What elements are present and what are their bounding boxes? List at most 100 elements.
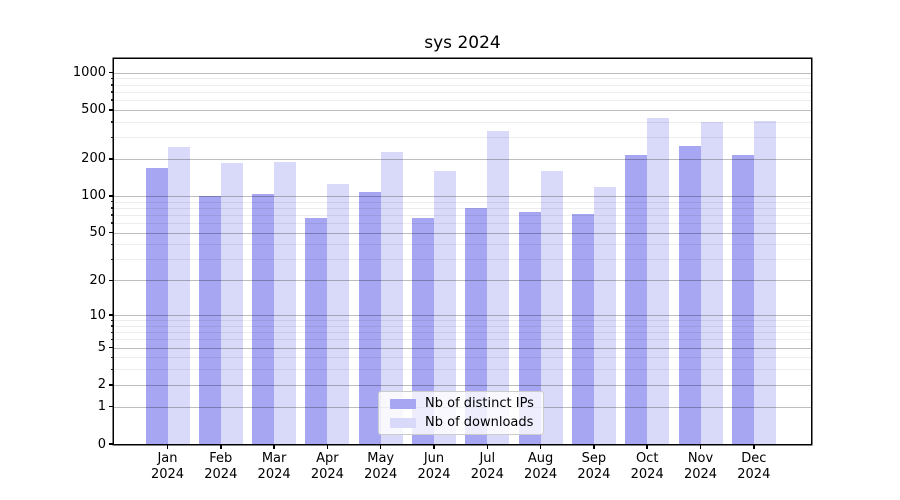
gridline-minor	[114, 201, 811, 203]
gridline-major	[114, 72, 811, 74]
y-tick-mark	[109, 384, 114, 386]
gridline-minor	[114, 244, 811, 246]
bar-ips-may	[358, 191, 381, 444]
y-tick-label: 10	[89, 307, 106, 323]
x-tick-mark	[539, 445, 542, 449]
y-minor-tick-mark	[111, 356, 114, 359]
y-minor-tick-mark	[111, 77, 114, 80]
y-minor-tick-mark	[111, 200, 114, 203]
x-tick-label-oct: Oct 2024	[630, 451, 664, 482]
x-tick-mark	[326, 445, 329, 449]
bar-downloads-jan	[167, 146, 190, 444]
x-tick-mark	[166, 445, 169, 449]
bar-ips-jul	[465, 207, 488, 444]
bar-downloads-aug	[540, 170, 563, 444]
y-minor-tick-mark	[111, 99, 114, 101]
chart-title: sys 2024	[424, 33, 501, 53]
bar-ips-jan	[145, 167, 168, 444]
y-minor-tick-mark	[111, 319, 114, 322]
x-tick-label-jun: Jun 2024	[417, 451, 451, 482]
gridline-minor	[114, 214, 811, 216]
plot-area: Nb of distinct IPs Nb of downloads	[114, 59, 811, 444]
x-tick-label-jul: Jul 2024	[470, 451, 504, 482]
legend-item-distinct-ips: Nb of distinct IPs	[379, 396, 543, 411]
y-minor-tick-mark	[111, 243, 114, 246]
legend-swatch-downloads	[390, 417, 416, 428]
y-tick-label: 500	[81, 102, 106, 118]
x-tick-label-sep: Sep 2024	[577, 451, 611, 482]
y-tick-mark	[109, 279, 114, 282]
legend-label-distinct-ips: Nb of distinct IPs	[425, 396, 534, 411]
gridline-minor	[114, 78, 811, 80]
y-tick-mark	[109, 346, 114, 349]
y-tick-label: 100	[81, 188, 106, 204]
y-tick-mark	[109, 71, 114, 74]
gridline-minor	[114, 332, 811, 334]
y-tick-label: 20	[89, 272, 106, 288]
x-tick-mark	[273, 445, 275, 449]
y-minor-tick-mark	[111, 325, 114, 327]
x-tick-mark	[699, 445, 702, 449]
gridline-minor	[114, 369, 811, 371]
x-tick-label-may: May 2024	[364, 451, 398, 482]
bar-ips-sep	[571, 214, 594, 444]
y-tick-mark	[109, 158, 114, 160]
gridline-major	[114, 315, 811, 317]
x-tick-label-jan: Jan 2024	[150, 451, 185, 482]
x-tick-label-feb: Feb 2024	[204, 451, 238, 482]
gridline-minor	[114, 91, 811, 93]
gridline-minor	[114, 84, 811, 86]
y-minor-tick-mark	[111, 84, 114, 86]
y-minor-tick-mark	[111, 207, 114, 209]
gridline-minor	[114, 121, 811, 123]
y-minor-tick-mark	[111, 222, 114, 224]
bar-ips-apr	[305, 218, 328, 444]
gridline-major	[114, 280, 811, 282]
y-tick-mark	[109, 443, 114, 445]
x-tick-mark	[220, 445, 222, 449]
gridline-minor	[114, 357, 811, 359]
y-tick-mark	[109, 195, 114, 197]
bar-downloads-mar	[274, 161, 297, 444]
y-tick-mark	[109, 109, 114, 111]
y-minor-tick-mark	[111, 91, 114, 93]
bar-ips-oct	[625, 155, 648, 444]
x-tick-mark	[753, 445, 755, 449]
bar-ips-dec	[731, 155, 754, 444]
y-tick-label: 0	[97, 436, 106, 452]
gridline-major	[114, 158, 811, 160]
gridline-minor	[114, 100, 811, 102]
y-tick-label: 1	[97, 399, 106, 415]
gridline-major	[114, 384, 811, 386]
gridline-major	[114, 195, 811, 197]
bar-ips-jun	[412, 218, 434, 444]
bar-downloads-jul	[487, 130, 510, 444]
y-tick-mark	[109, 231, 114, 234]
y-tick-mark	[109, 314, 114, 316]
y-minor-tick-mark	[111, 121, 114, 123]
gridline-major	[114, 109, 811, 111]
y-tick-label: 50	[89, 225, 106, 241]
bar-downloads-apr	[327, 184, 350, 444]
x-tick-mark	[486, 445, 489, 449]
bar-downloads-dec	[753, 121, 776, 444]
x-tick-label-mar: Mar 2024	[257, 451, 291, 482]
y-minor-tick-mark	[111, 136, 114, 139]
x-tick-label-nov: Nov 2024	[683, 451, 718, 482]
bar-downloads-sep	[593, 187, 616, 444]
gridline-minor	[114, 339, 811, 341]
y-minor-tick-mark	[111, 258, 114, 261]
x-tick-label-dec: Dec 2024	[737, 451, 771, 482]
y-tick-label: 200	[81, 151, 106, 167]
gridline-minor	[114, 137, 811, 139]
bar-downloads-nov	[700, 121, 723, 444]
legend-label-downloads: Nb of downloads	[425, 415, 534, 430]
bar-ips-aug	[518, 211, 541, 444]
x-tick-mark	[433, 445, 435, 449]
y-tick-label: 5	[97, 340, 106, 356]
bar-downloads-feb	[220, 163, 243, 444]
x-tick-label-aug: Aug 2024	[524, 451, 558, 482]
legend-item-downloads: Nb of downloads	[379, 415, 543, 430]
y-minor-tick-mark	[111, 338, 114, 341]
